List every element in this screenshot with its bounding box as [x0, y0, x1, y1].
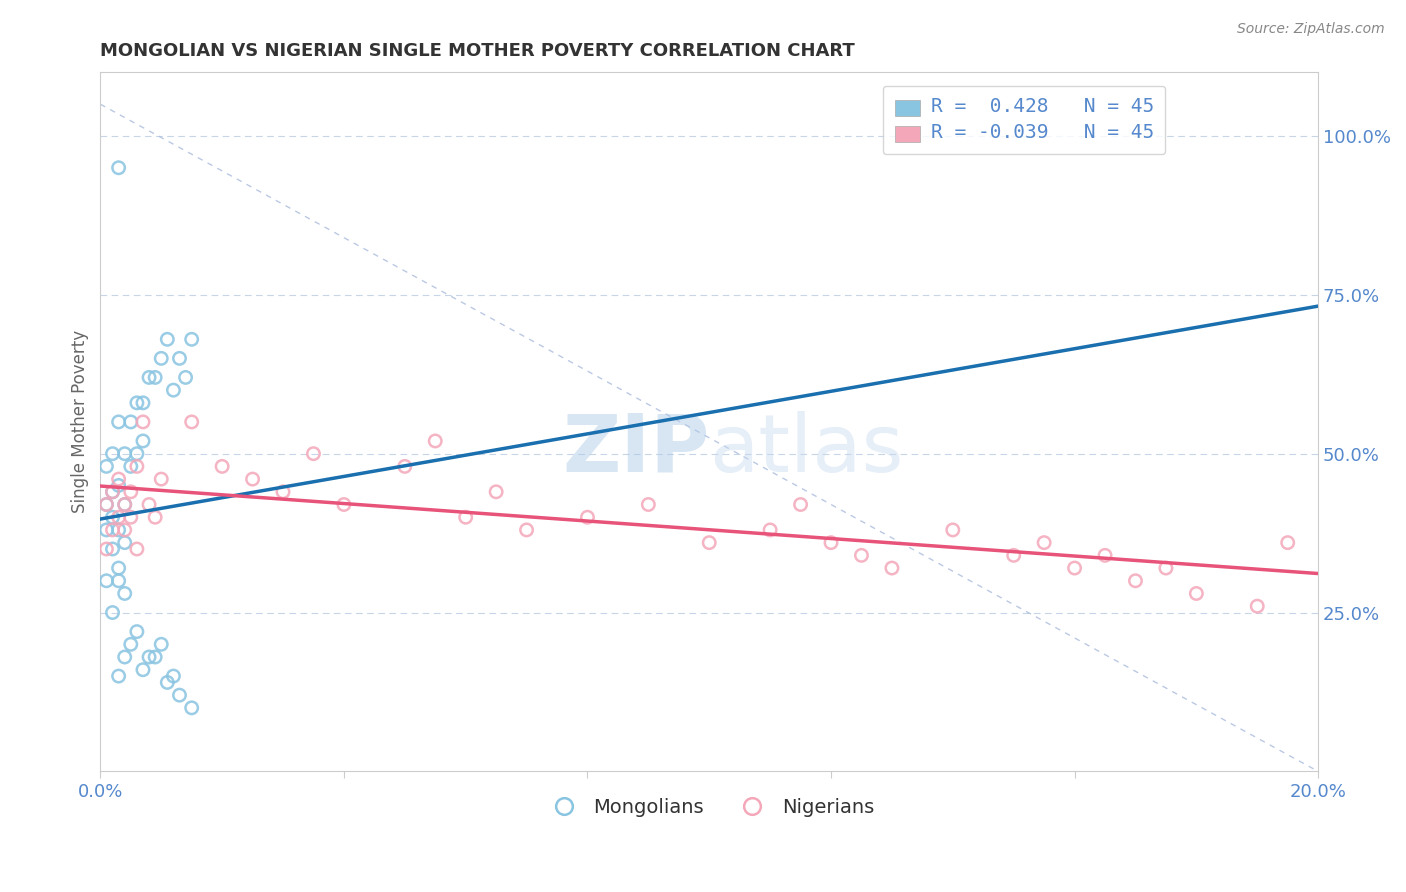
Point [180, 701, 202, 715]
Point [114, 498, 136, 512]
Point [101, 606, 124, 620]
Point [242, 472, 264, 486]
Point [211, 459, 233, 474]
Point [132, 396, 155, 410]
Point [125, 624, 148, 639]
Point [107, 478, 129, 492]
Point [150, 351, 173, 366]
Point [333, 498, 356, 512]
Point [120, 510, 142, 524]
Point [114, 447, 136, 461]
Point [107, 523, 129, 537]
Point [107, 161, 129, 175]
Point [180, 332, 202, 346]
Point [150, 472, 173, 486]
Point [1154, 561, 1177, 575]
Point [174, 370, 197, 384]
Point [576, 510, 599, 524]
Point [114, 523, 136, 537]
Point [101, 510, 124, 524]
Point [180, 415, 202, 429]
Point [120, 415, 142, 429]
Point [114, 498, 136, 512]
Point [125, 396, 148, 410]
Point [169, 688, 191, 702]
Point [120, 459, 142, 474]
Point [1063, 561, 1085, 575]
Point [143, 370, 166, 384]
Point [107, 669, 129, 683]
Point [156, 675, 179, 690]
Point [162, 383, 184, 397]
Text: MONGOLIAN VS NIGERIAN SINGLE MOTHER POVERTY CORRELATION CHART: MONGOLIAN VS NIGERIAN SINGLE MOTHER POVE… [100, 42, 855, 60]
Point [114, 586, 136, 600]
Point [132, 415, 155, 429]
Point [637, 498, 659, 512]
Point [1125, 574, 1147, 588]
Point [485, 484, 508, 499]
Point [516, 523, 538, 537]
Point [114, 650, 136, 665]
Point [454, 510, 477, 524]
Point [143, 650, 166, 665]
Point [107, 415, 129, 429]
Text: Source: ZipAtlas.com: Source: ZipAtlas.com [1237, 22, 1385, 37]
Point [96, 498, 118, 512]
Point [880, 561, 903, 575]
Point [143, 510, 166, 524]
Point [96, 459, 118, 474]
Point [697, 535, 720, 549]
Point [1246, 599, 1268, 614]
Point [851, 549, 873, 563]
Point [107, 574, 129, 588]
Point [156, 332, 179, 346]
Point [789, 498, 811, 512]
Point [114, 535, 136, 549]
Point [132, 434, 155, 448]
Point [150, 637, 173, 651]
Point [101, 447, 124, 461]
Point [942, 523, 965, 537]
Point [132, 663, 155, 677]
Point [96, 523, 118, 537]
Point [1002, 549, 1025, 563]
Point [1094, 549, 1116, 563]
Point [138, 498, 160, 512]
Point [1277, 535, 1299, 549]
Point [125, 541, 148, 556]
Point [271, 484, 294, 499]
Point [107, 472, 129, 486]
Point [101, 484, 124, 499]
Text: ZIP: ZIP [562, 411, 709, 489]
Point [96, 541, 118, 556]
Point [394, 459, 416, 474]
Point [120, 637, 142, 651]
Point [138, 370, 160, 384]
Point [101, 523, 124, 537]
Point [96, 498, 118, 512]
Point [101, 484, 124, 499]
Point [169, 351, 191, 366]
Point [125, 459, 148, 474]
Point [162, 669, 184, 683]
Point [302, 447, 325, 461]
Point [1185, 586, 1208, 600]
Y-axis label: Single Mother Poverty: Single Mother Poverty [72, 330, 89, 514]
Point [107, 510, 129, 524]
Point [759, 523, 782, 537]
Point [101, 541, 124, 556]
Point [820, 535, 842, 549]
Point [1033, 535, 1056, 549]
Point [425, 434, 447, 448]
Point [96, 574, 118, 588]
Point [138, 650, 160, 665]
Point [107, 561, 129, 575]
Point [125, 447, 148, 461]
Text: atlas: atlas [709, 411, 904, 489]
Legend: Mongolians, Nigerians: Mongolians, Nigerians [537, 790, 882, 824]
Point [120, 484, 142, 499]
